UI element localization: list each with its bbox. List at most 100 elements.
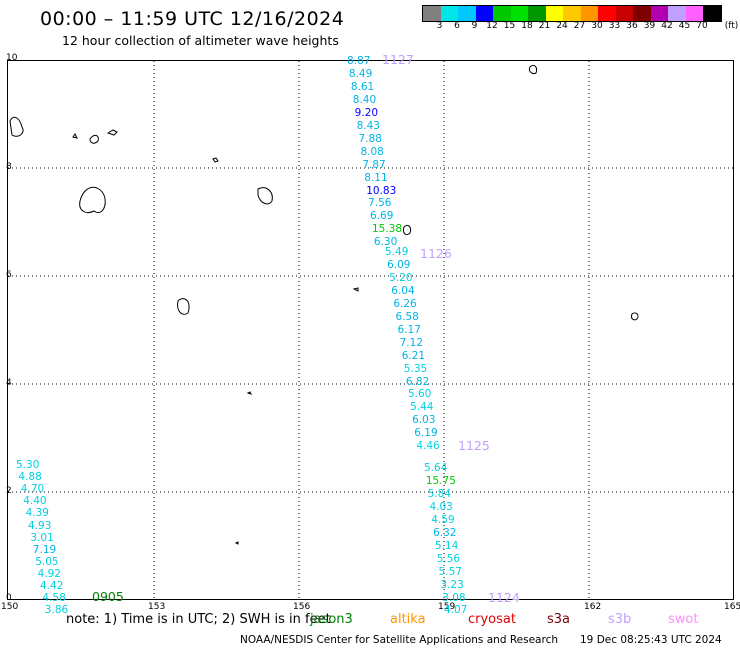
footer-note: note: 1) Time is in UTC; 2) SWH is in fe…	[66, 612, 331, 627]
wave-height-value: 5.30	[16, 459, 40, 471]
legend-swatch	[703, 6, 721, 21]
wave-height-value: 4.93	[28, 519, 52, 532]
legend-swatch	[563, 6, 581, 21]
wave-height-value: 8.40	[352, 93, 377, 106]
wave-height-value: 4.88	[18, 471, 42, 484]
legend-label: 21	[538, 21, 551, 31]
wave-height-value: 6.09	[387, 258, 411, 271]
legend-label: 42	[661, 21, 673, 31]
coastline	[89, 134, 99, 144]
legend-swatch	[633, 6, 651, 21]
satellite-name: s3a	[547, 612, 571, 627]
legend-swatch	[650, 6, 668, 21]
wave-height-value: 4.46	[416, 440, 440, 453]
legend-swatch	[493, 6, 511, 21]
wave-height-value: 5.64	[424, 462, 448, 474]
wave-height-value: 10.83	[366, 184, 397, 197]
legend-swatch	[440, 6, 458, 21]
coastline	[177, 298, 190, 315]
wave-height-value: 6.82	[405, 375, 430, 388]
wave-height-value: 4.59	[431, 513, 455, 526]
color-legend	[422, 5, 722, 22]
wave-height-value: 3.08	[442, 591, 466, 604]
pass-time-label: 1124	[488, 590, 520, 605]
wave-height-value: 5.14	[434, 539, 459, 552]
coastline	[212, 157, 219, 163]
map-canvas	[8, 61, 733, 599]
wave-height-value: 8.87	[347, 55, 371, 67]
x-tick-label: 162	[584, 602, 602, 612]
wave-height-value: 4.07	[444, 604, 468, 617]
wave-height-value: 4.40	[23, 495, 47, 508]
legend-swatch	[685, 6, 703, 21]
y-tick-label: 4	[6, 378, 12, 388]
wave-height-value: 5.20	[389, 271, 413, 284]
coastline	[106, 129, 118, 136]
credit-line: NOAA/NESDIS Center for Satellite Applica…	[240, 634, 558, 646]
wave-height-value: 3.23	[440, 578, 464, 591]
wave-height-value: 7.19	[32, 543, 57, 556]
legend-swatch	[598, 6, 616, 21]
satellite-name: altika	[390, 612, 426, 627]
wave-height-value: 7.88	[358, 132, 382, 145]
legend-label: 9	[471, 21, 478, 31]
chart-title: 00:00 – 11:59 UTC 12/16/2024	[40, 8, 345, 30]
wave-height-value: 8.11	[364, 171, 388, 184]
wave-height-value: 6.19	[414, 427, 438, 440]
x-tick-label: 153	[148, 602, 166, 612]
legend-unit: (ft)	[724, 21, 739, 31]
wave-height-value: 5.57	[438, 565, 462, 578]
legend-swatch	[615, 6, 633, 21]
y-tick-label: 10	[6, 53, 18, 63]
coastline	[234, 541, 239, 545]
map-frame	[7, 60, 734, 600]
wave-height-value: 4.03	[429, 500, 453, 513]
legend-label: 27	[573, 21, 586, 31]
coastline	[631, 312, 639, 321]
coastline	[72, 133, 78, 139]
wave-height-value: 6.04	[391, 284, 415, 297]
legend-label: 12	[486, 21, 498, 31]
legend-label: 33	[608, 21, 621, 31]
wave-height-value: 4.39	[25, 507, 49, 520]
wave-height-value: 3.86	[44, 604, 69, 617]
x-tick-label: 159	[438, 602, 456, 612]
generated-timestamp: 19 Dec 08:25:43 UTC 2024	[580, 634, 722, 646]
wave-height-value: 8.08	[360, 145, 384, 158]
wave-height-value: 8.61	[350, 80, 375, 93]
wave-height-value: 6.69	[370, 210, 394, 223]
pass-time-label: 0905	[92, 589, 124, 604]
legend-label: 3	[436, 21, 443, 31]
wave-height-value: 7.12	[399, 336, 424, 349]
pass-time-label: 1127	[382, 52, 414, 67]
legend-swatch	[475, 6, 493, 21]
wave-height-value: 7.56	[368, 197, 392, 210]
coastline	[352, 287, 359, 292]
pass-time-label: 1125	[458, 438, 490, 453]
y-tick-label: 2	[6, 486, 12, 496]
x-tick-label: 156	[293, 602, 311, 612]
coastline	[9, 116, 24, 137]
legend-label: 6	[454, 21, 460, 31]
wave-height-value: 5.44	[410, 401, 434, 414]
y-tick-label: 8	[6, 162, 12, 172]
coastline	[246, 391, 252, 395]
legend-label: 30	[591, 21, 603, 31]
wave-height-value: 5.56	[436, 552, 461, 565]
wave-height-value: 5.84	[427, 487, 452, 500]
wave-height-value: 4.58	[42, 592, 66, 605]
wave-height-value: 6.58	[395, 310, 419, 323]
wave-height-value: 15.75	[425, 474, 456, 487]
wave-height-value: 4.42	[40, 580, 64, 592]
wave-height-value: 5.49	[385, 246, 409, 258]
coastline	[529, 64, 537, 74]
legend-swatch	[423, 6, 441, 21]
satellite-name: swot	[668, 612, 699, 627]
y-tick-label: 0	[6, 593, 12, 603]
wave-height-value: 5.05	[35, 555, 59, 568]
legend-label: 70	[696, 21, 708, 31]
legend-swatch	[528, 6, 546, 21]
wave-height-value: 6.30	[373, 236, 398, 249]
pass-time-label: 1126	[420, 246, 452, 261]
x-tick-label: 165	[724, 602, 740, 612]
